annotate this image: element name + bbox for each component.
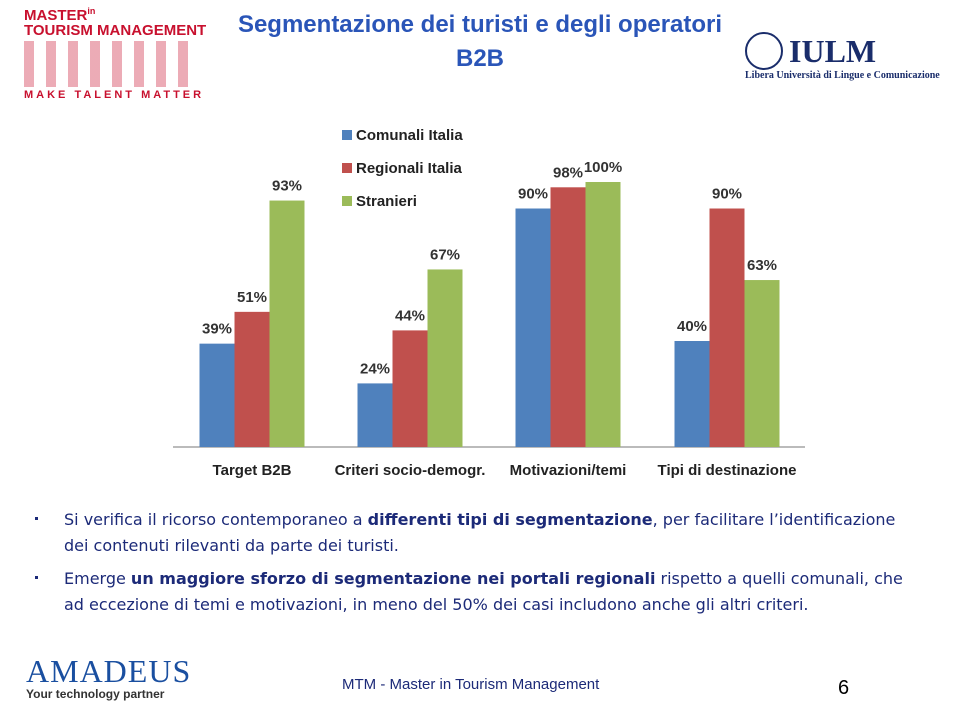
bullet: Si verifica il ricorso contemporaneo a d… — [35, 507, 924, 559]
sponsor-logo: AMADEUS Your technology partner — [26, 655, 191, 701]
bar — [392, 330, 428, 447]
x-tick-label: Target B2B — [213, 462, 292, 479]
legend-swatch — [342, 130, 352, 140]
data-label: 63% — [747, 257, 777, 274]
logo-text: MASTER — [24, 7, 88, 24]
logo-right: IULM Libera Università di Lingue e Comun… — [745, 32, 940, 81]
data-label: 51% — [237, 289, 267, 306]
chart: 39% 24% 90% 40% 51% 44% 98% 90% 93% 67% 100% 63% Tar… — [173, 127, 805, 479]
x-tick-label: Criteri socio-demogr. — [335, 462, 486, 479]
bar — [585, 182, 621, 447]
data-label: 39% — [202, 321, 232, 338]
logo-text: MAKE TALENT MATTER — [24, 89, 205, 101]
data-label: 98% — [553, 164, 583, 181]
bar — [234, 311, 270, 447]
legend-label: Comunali Italia — [356, 127, 463, 144]
data-label: 93% — [272, 178, 302, 195]
bar — [709, 208, 745, 447]
legend-swatch — [342, 196, 352, 206]
bar — [550, 187, 586, 448]
bar — [427, 269, 463, 447]
bar — [199, 343, 235, 447]
bullet-text: Si verifica il ricorso contemporaneo a — [64, 510, 368, 529]
data-label: 44% — [395, 307, 425, 324]
logo-text: IULM — [789, 32, 877, 69]
bar — [744, 280, 780, 447]
data-label: 90% — [712, 186, 742, 203]
logo-text: TOURISM MANAGEMENT — [24, 22, 207, 39]
bullet-text: differenti tipi di segmentazione — [367, 510, 653, 529]
page-number: 6 — [838, 677, 850, 699]
logo-text: Libera Università di Lingue e Comunicazi… — [745, 70, 940, 81]
legend-swatch — [342, 163, 352, 173]
data-label: 67% — [430, 246, 460, 263]
data-label: 40% — [677, 318, 707, 335]
bar — [515, 208, 551, 447]
slide-title: Segmentazione dei turisti e degli operat… — [237, 11, 723, 72]
logo-seal — [745, 32, 783, 70]
logo-text: in — [87, 6, 96, 16]
sponsor-name: AMADEUS — [26, 653, 192, 689]
x-tick-label: Motivazioni/temi — [510, 462, 627, 479]
legend-label: Stranieri — [356, 193, 417, 210]
bullet: Emerge un maggiore sforzo di segmentazio… — [35, 566, 924, 618]
footer-text: MTM - Master in Tourism Management — [342, 676, 600, 693]
bullet-text: Emerge — [64, 569, 131, 588]
bullet-text: , per facilitare l’identificazione dei c… — [64, 510, 896, 555]
logo-graphic — [24, 41, 194, 87]
data-label: 24% — [360, 360, 390, 377]
sponsor-tagline: Your technology partner — [26, 687, 165, 701]
x-tick-label: Tipi di destinazione — [658, 462, 797, 479]
bullet-list: Si verifica il ricorso contemporaneo a d… — [35, 507, 924, 625]
logo-left: MASTERin TOURISM MANAGEMENT MAKE TALENT … — [24, 4, 206, 101]
bar — [674, 341, 710, 447]
bullet-text: un maggiore sforzo di segmentazione nei … — [130, 569, 656, 588]
bar — [269, 200, 305, 447]
bullet-text: rispetto a quelli comunali, che ad eccez… — [64, 569, 903, 614]
data-label: 90% — [518, 186, 548, 203]
data-label: 100% — [584, 159, 622, 176]
bar — [357, 383, 393, 447]
legend-label: Regionali Italia — [356, 160, 463, 177]
